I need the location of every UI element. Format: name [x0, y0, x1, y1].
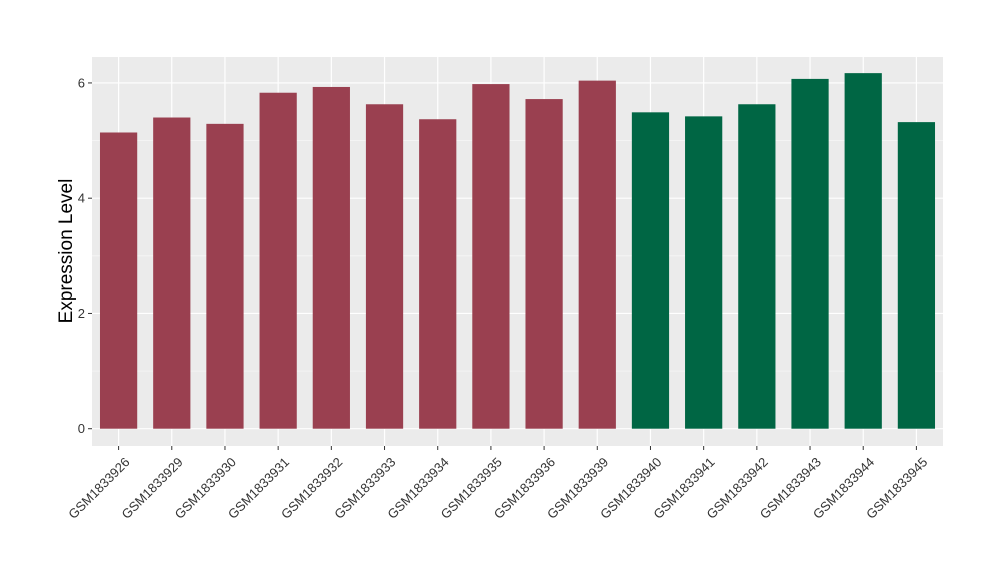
bar — [312, 86, 350, 429]
y-axis-title: Expression Level — [56, 179, 77, 324]
bar — [206, 123, 244, 429]
y-tick-label: 2 — [78, 306, 85, 321]
bar — [897, 122, 936, 429]
bar — [631, 112, 670, 429]
bar — [153, 117, 191, 429]
bar — [472, 84, 510, 429]
bar — [365, 104, 404, 429]
y-axis: 0 2 4 6 — [78, 75, 92, 436]
bar — [99, 132, 138, 429]
bar — [738, 104, 776, 429]
bar — [685, 116, 723, 429]
bar — [578, 80, 616, 429]
y-tick-label: 0 — [78, 421, 85, 436]
bars — [99, 73, 936, 429]
bar — [259, 92, 297, 429]
bar — [525, 99, 563, 429]
bar — [844, 73, 882, 429]
bar — [419, 119, 457, 429]
x-axis: GSM1833926GSM1833929GSM1833930GSM1833931… — [65, 446, 930, 522]
y-tick-label: 4 — [78, 191, 85, 206]
bar — [791, 78, 829, 429]
y-tick-label: 6 — [78, 75, 85, 90]
